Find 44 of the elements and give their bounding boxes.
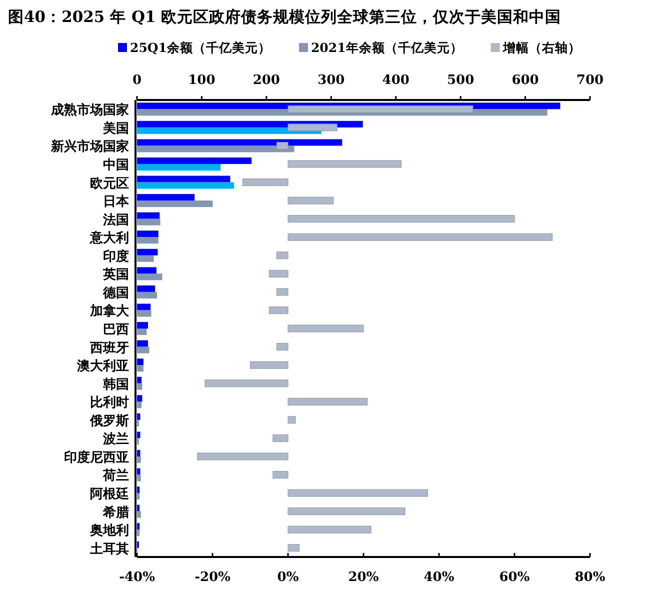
x2-tick-label: 100 xyxy=(188,73,216,88)
y-tick-label: 波兰 xyxy=(102,431,129,448)
y-tick-label: 希腊 xyxy=(102,504,129,520)
y-tick-label: 法国 xyxy=(102,212,129,228)
legend-label: 25Q1余额（千亿美元） xyxy=(130,40,271,55)
y-tick-label: 西班牙 xyxy=(89,340,129,356)
legend-label: 2021年余额（千亿美元） xyxy=(310,40,463,55)
y-tick-label: 俄罗斯 xyxy=(89,414,129,429)
y-tick-label: 韩国 xyxy=(102,377,129,392)
y-tick-label: 美国 xyxy=(102,120,129,136)
y-tick-label: 德国 xyxy=(102,286,129,301)
x2-tick-label: 600 xyxy=(512,73,539,88)
y-tick-label: 印度 xyxy=(103,248,129,264)
x2-tick-label: 0 xyxy=(132,73,142,88)
x-tick-label: -40% xyxy=(119,570,156,585)
y-tick-label: 成熟市场国家 xyxy=(50,102,129,118)
x-tick-label: 60% xyxy=(499,570,530,585)
y-tick-label: 欧元区 xyxy=(90,176,129,192)
x-tick-label: 40% xyxy=(424,570,455,585)
x2-tick-label: 200 xyxy=(252,73,280,88)
y-tick-label: 荷兰 xyxy=(102,468,129,484)
y-tick-label: 比利时 xyxy=(90,394,129,411)
x2-tick-label: 400 xyxy=(382,73,410,88)
y-tick-label: 澳大利亚 xyxy=(76,358,129,374)
y-tick-label: 日本 xyxy=(103,194,130,210)
y-tick-label: 阿根廷 xyxy=(90,486,129,502)
x-tick-label: 0% xyxy=(277,570,300,585)
y-tick-label: 巴西 xyxy=(103,322,129,338)
y-tick-label: 新兴市场国家 xyxy=(50,138,129,155)
x-tick-label: -20% xyxy=(194,570,232,585)
x-tick-label: 20% xyxy=(348,570,380,585)
y-tick-label: 印度尼西亚 xyxy=(64,449,129,466)
x2-tick-label: 300 xyxy=(318,73,345,88)
y-tick-label: 意大利 xyxy=(89,230,129,246)
y-tick-label: 英国 xyxy=(102,268,129,283)
y-tick-label: 中国 xyxy=(103,158,129,173)
x2-tick-label: 700 xyxy=(576,73,604,88)
x2-tick-label: 500 xyxy=(447,73,474,88)
legend-label: 增幅（右轴） xyxy=(502,40,581,55)
chart-title: 图40：2025 年 Q1 欧元区政府债务规模位列全球第三位，仅次于美国和中国 xyxy=(8,7,562,26)
y-tick-label: 加拿大 xyxy=(89,303,130,320)
x-tick-label: 80% xyxy=(574,570,606,585)
y-tick-label: 奥地利 xyxy=(89,522,129,539)
y-tick-label: 土耳其 xyxy=(89,542,129,557)
